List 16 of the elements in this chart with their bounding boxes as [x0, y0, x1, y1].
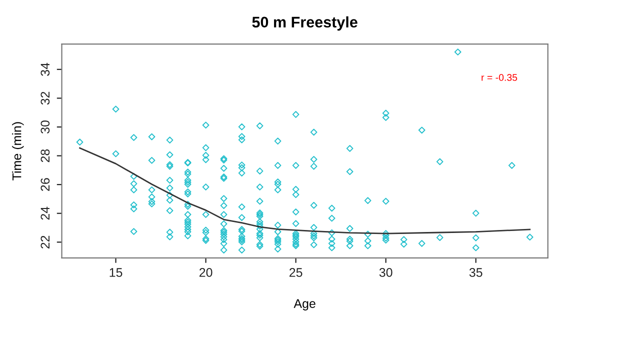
- x-tick-label: 30: [379, 268, 392, 277]
- y-tick-label: 30: [40, 120, 50, 134]
- x-tick-label: 15: [110, 268, 122, 277]
- y-tick-label: 34: [40, 62, 50, 76]
- y-tick-label: 26: [40, 178, 50, 191]
- y-tick-label: 24: [40, 206, 50, 220]
- x-tick-label: 25: [290, 268, 302, 277]
- x-tick-label: 20: [199, 268, 212, 277]
- x-axis-title: Age: [294, 299, 316, 310]
- y-axis-title: Time (min): [12, 122, 24, 180]
- y-tick-label: 28: [40, 149, 50, 162]
- x-tick-label: 35: [469, 268, 482, 277]
- y-tick-label: 22: [40, 236, 50, 248]
- y-tick-label: 32: [40, 92, 50, 105]
- annotation: r = -0.35: [482, 74, 518, 81]
- chart-title: 50 m Freestyle: [252, 16, 358, 31]
